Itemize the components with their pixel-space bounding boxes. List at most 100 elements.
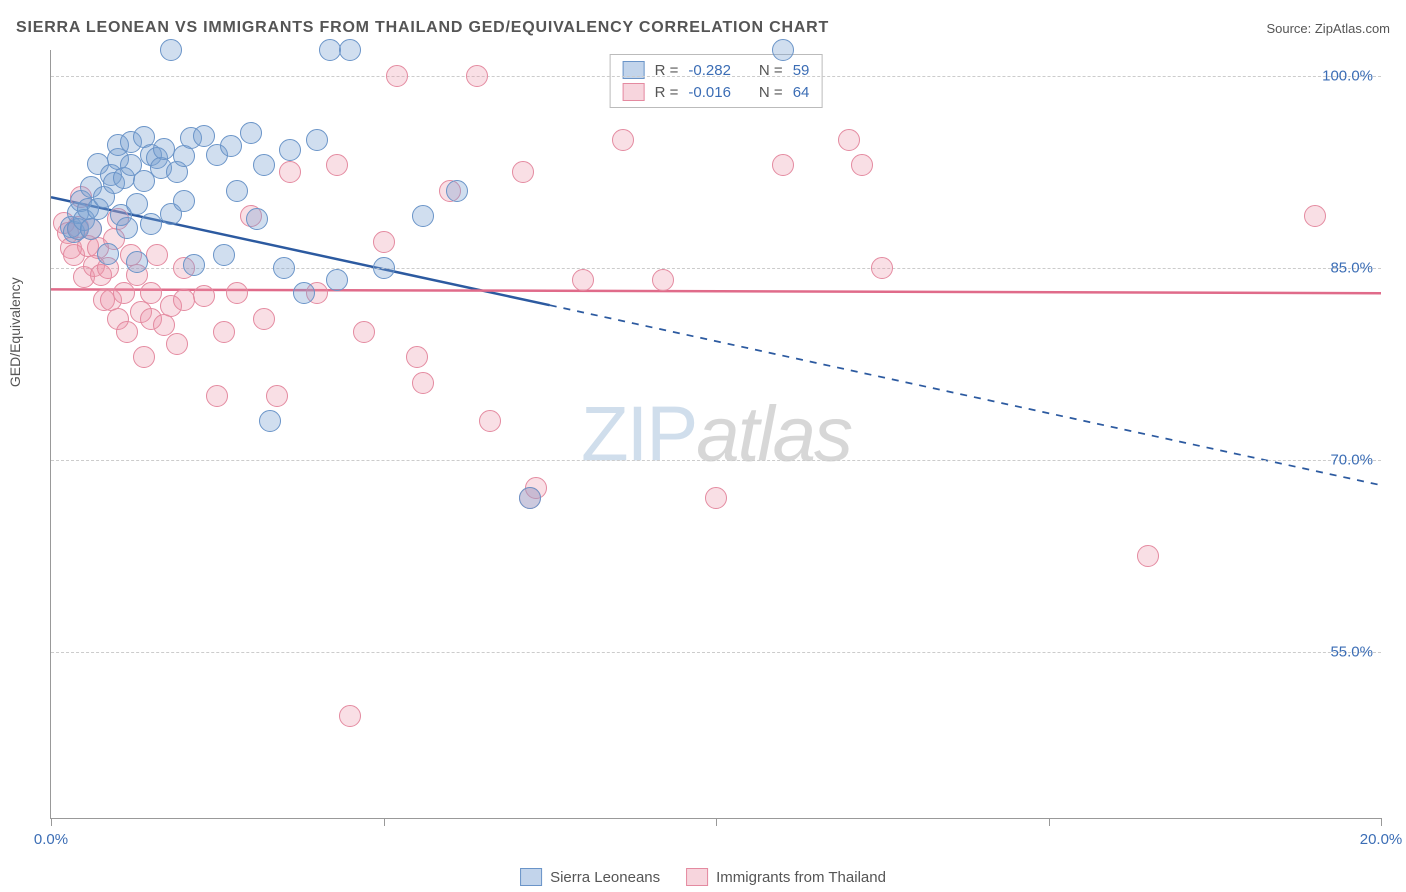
scatter-point [572, 269, 594, 291]
series-swatch [623, 83, 645, 101]
scatter-point [153, 138, 175, 160]
scatter-point [652, 269, 674, 291]
watermark-zip: ZIP [581, 390, 696, 478]
y-tick-label: 70.0% [1330, 451, 1373, 468]
scatter-point [512, 161, 534, 183]
n-value: 64 [793, 84, 810, 101]
scatter-point [206, 385, 228, 407]
scatter-point [466, 65, 488, 87]
r-label: R = [655, 84, 679, 101]
y-tick-label: 100.0% [1322, 67, 1373, 84]
legend-item: Immigrants from Thailand [686, 868, 886, 886]
scatter-point [213, 244, 235, 266]
chart-title: SIERRA LEONEAN VS IMMIGRANTS FROM THAILA… [16, 19, 829, 37]
scatter-point [446, 180, 468, 202]
scatter-point [146, 244, 168, 266]
scatter-point [126, 251, 148, 273]
scatter-point [153, 314, 175, 336]
scatter-point [226, 282, 248, 304]
scatter-point [339, 39, 361, 61]
scatter-point [126, 193, 148, 215]
scatter-point [140, 282, 162, 304]
x-tick [384, 818, 385, 826]
gridline-h [51, 268, 1381, 269]
legend-swatch [686, 868, 708, 886]
scatter-point [353, 321, 375, 343]
scatter-point [479, 410, 501, 432]
source-attribution: Source: ZipAtlas.com [1266, 21, 1390, 36]
gridline-h [51, 76, 1381, 77]
stats-row: R =-0.282N =59 [623, 59, 810, 81]
scatter-point [373, 231, 395, 253]
scatter-point [193, 285, 215, 307]
gridline-h [51, 460, 1381, 461]
x-tick-label: 20.0% [1360, 831, 1403, 848]
watermark-atlas: atlas [696, 390, 851, 478]
gridline-h [51, 652, 1381, 653]
scatter-point [612, 129, 634, 151]
scatter-point [113, 282, 135, 304]
n-label: N = [759, 84, 783, 101]
legend-label: Sierra Leoneans [550, 869, 660, 886]
scatter-point [406, 346, 428, 368]
scatter-point [851, 154, 873, 176]
scatter-point [1137, 545, 1159, 567]
scatter-point [116, 217, 138, 239]
scatter-point [705, 487, 727, 509]
scatter-point [173, 289, 195, 311]
scatter-point [1304, 205, 1326, 227]
scatter-point [80, 218, 102, 240]
scatter-point [193, 125, 215, 147]
scatter-point [326, 269, 348, 291]
scatter-point [412, 205, 434, 227]
x-tick [1381, 818, 1382, 826]
scatter-point [226, 180, 248, 202]
scatter-point [240, 122, 262, 144]
x-tick [1049, 818, 1050, 826]
scatter-point [253, 308, 275, 330]
scatter-point [386, 65, 408, 87]
x-tick-label: 0.0% [34, 831, 68, 848]
scatter-point [266, 385, 288, 407]
scatter-point [253, 154, 275, 176]
scatter-point [293, 282, 315, 304]
scatter-point [133, 346, 155, 368]
scatter-point [519, 487, 541, 509]
scatter-point [116, 321, 138, 343]
scatter-point [220, 135, 242, 157]
scatter-point [339, 705, 361, 727]
plot-area: ZIPatlas R =-0.282N =59R =-0.016N =64 GE… [50, 50, 1381, 819]
stats-box: R =-0.282N =59 R = -0.016 N = 64 [610, 54, 823, 108]
scatter-point [97, 243, 119, 265]
y-tick-label: 55.0% [1330, 643, 1373, 660]
scatter-point [279, 161, 301, 183]
scatter-point [772, 39, 794, 61]
scatter-point [319, 39, 341, 61]
x-tick [716, 818, 717, 826]
scatter-point [412, 372, 434, 394]
scatter-point [373, 257, 395, 279]
scatter-point [213, 321, 235, 343]
y-axis-title: GED/Equivalency [7, 277, 23, 387]
chart-container: SIERRA LEONEAN VS IMMIGRANTS FROM THAILA… [0, 0, 1406, 892]
scatter-point [306, 129, 328, 151]
regression-line-solid [51, 289, 1381, 293]
scatter-point [173, 190, 195, 212]
scatter-point [273, 257, 295, 279]
y-tick-label: 85.0% [1330, 259, 1373, 276]
scatter-point [246, 208, 268, 230]
scatter-point [183, 254, 205, 276]
scatter-point [140, 213, 162, 235]
scatter-point [871, 257, 893, 279]
r-value: -0.016 [688, 84, 731, 101]
regression-lines-layer [51, 50, 1381, 818]
scatter-point [326, 154, 348, 176]
legend-label: Immigrants from Thailand [716, 869, 886, 886]
scatter-point [279, 139, 301, 161]
scatter-point [772, 154, 794, 176]
regression-line-dashed [550, 305, 1381, 485]
scatter-point [160, 39, 182, 61]
header: SIERRA LEONEAN VS IMMIGRANTS FROM THAILA… [16, 14, 1390, 42]
series-legend: Sierra Leoneans Immigrants from Thailand [520, 868, 886, 886]
x-tick [51, 818, 52, 826]
